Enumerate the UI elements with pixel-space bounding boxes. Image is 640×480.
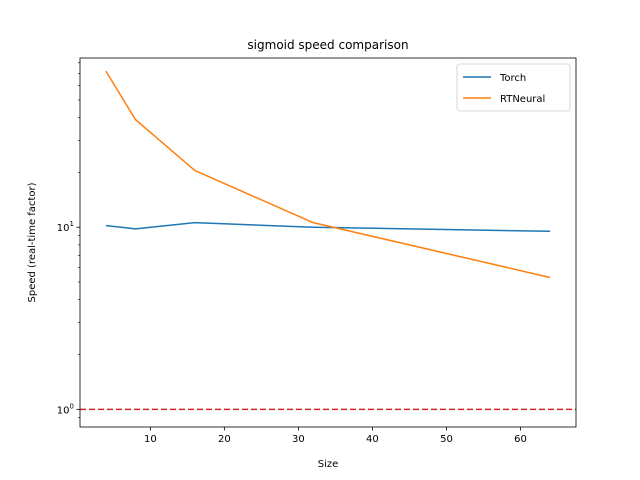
- legend-label-rtneural: RTNeural: [500, 94, 545, 105]
- x-tick-label: 40: [366, 434, 379, 445]
- legend-label-torch: Torch: [499, 73, 526, 84]
- x-axis-label: Size: [318, 459, 339, 470]
- x-tick-label: 20: [218, 434, 231, 445]
- axis-ticks: 10 20 30 40 50 60 100 101: [57, 62, 527, 445]
- axes-frame: [79, 57, 577, 428]
- legend-box: [456, 63, 571, 112]
- series-line-rtneural: [105, 70, 551, 279]
- x-tick-label: 50: [440, 434, 453, 445]
- legend: Torch RTNeural: [456, 63, 571, 112]
- plot-area: [80, 70, 576, 411]
- series-line-torch: [105, 221, 551, 233]
- y-tick-label: 101: [57, 220, 74, 234]
- y-tick-label: 100: [57, 402, 74, 416]
- x-tick-label: 30: [292, 434, 305, 445]
- x-tick-label: 60: [514, 434, 527, 445]
- chart-title: sigmoid speed comparison: [247, 38, 408, 52]
- x-tick-label: 10: [144, 434, 157, 445]
- y-axis-label: Speed (real-time factor): [27, 182, 38, 302]
